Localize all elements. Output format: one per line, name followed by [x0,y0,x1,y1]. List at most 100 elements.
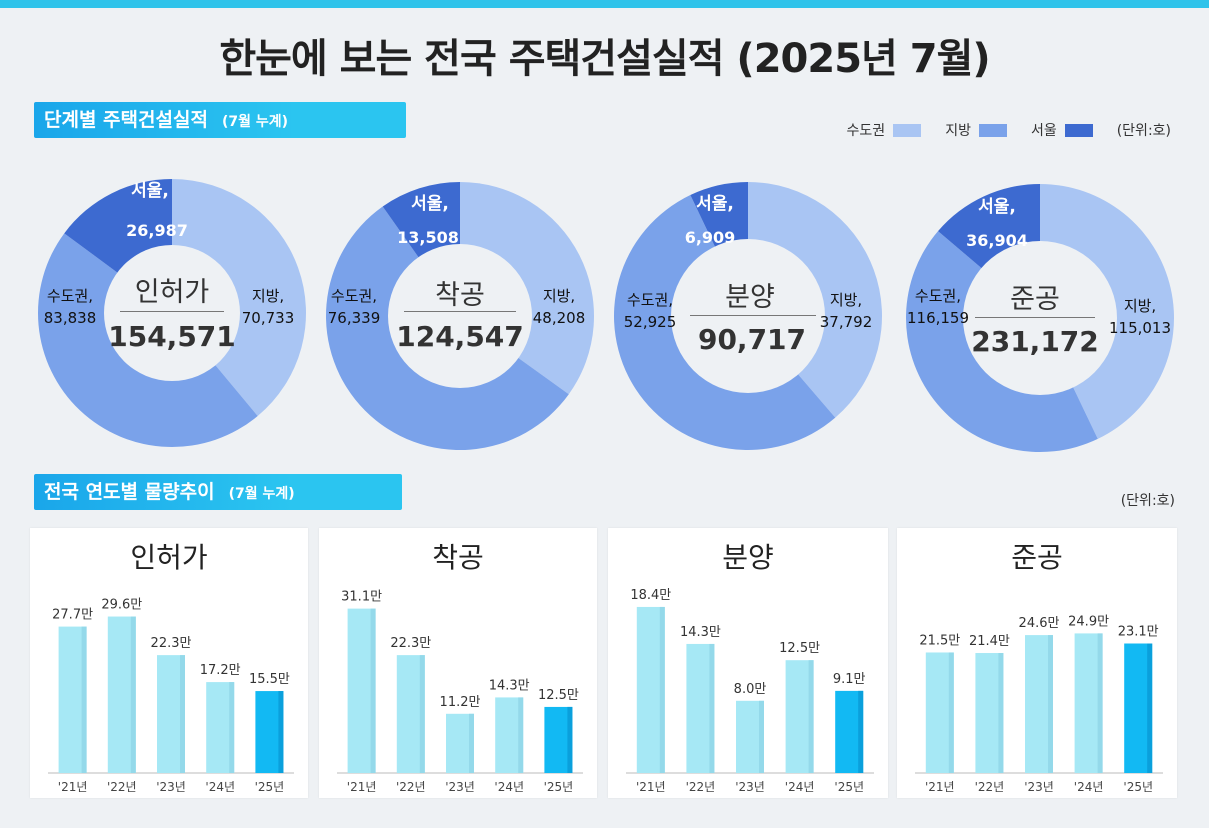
donut-1-metro-value: 83,838 [43,309,97,327]
bar-3-category-label: '23년 [156,780,186,794]
donut-charts [37,179,1174,452]
bar-2-category-label: '22년 [975,780,1005,794]
bar-5-value-label: 12.5만 [538,688,579,703]
donut-4-center-title: 준공 [1010,284,1060,315]
donut-1-seoul-value: 26,987 [126,221,188,240]
bar-1-value-label: 18.4만 [630,588,671,603]
section-banner-stages: 단계별 주택건설실적 (7월 누계) [34,102,406,138]
legend-swatch-region [978,123,1007,137]
bar-2-shade [419,655,425,773]
donut-1-center-divider [120,311,224,312]
bar-3-shade [469,713,474,773]
donut-1-hole [104,245,240,381]
bar-3-category-label: '23년 [1024,780,1054,794]
bar-5-category-label: '25년 [544,780,574,794]
donut-4-metro-label: 수도권, [914,287,962,305]
bar-3-value-label: 11.2만 [440,695,481,710]
bar-5-value-label: 9.1만 [833,672,866,687]
top-accent-line [0,0,1209,8]
donut-4-region-value: 115,013 [1108,319,1172,337]
donut-1-slice-region [172,179,307,417]
donut-4-region-label: 지방, [1123,297,1157,315]
bar-panel-starts: 착공 31.1만 '21년 22.3만 '22년 11.2만 '23년 14.3만 '24년 1… [319,528,597,798]
bar-panel-title: 준공 [1011,541,1063,574]
donut-4-metro-value: 116,159 [906,309,970,327]
donut-3-metro-label: 수도권, [626,291,674,309]
section-subtitle: (7월 누계) [221,114,288,130]
bar-1-category-label: '21년 [347,780,377,794]
donut-1-metro-label: 수도권, [46,287,94,305]
bar-1-value-label: 31.1만 [341,590,382,605]
bar-2-value-label: 22.3만 [390,636,431,651]
bar-4-category-label: '24년 [494,780,524,794]
donut-2-metro-value: 76,339 [327,309,381,327]
donut-1-center-title: 인허가 [134,277,210,308]
bar-1-category-label: '21년 [636,780,666,794]
bar-4-category-label: '24년 [785,780,815,794]
section-banner-yearly: 전국 연도별 물량추이 (7월 누계) [34,474,402,510]
section-subtitle: (7월 누계) [228,486,295,502]
bar-1-value-label: 21.5만 [919,633,960,648]
legend-label-metro: 수도권 [846,123,886,139]
donut-1-center-total: 154,571 [108,320,236,353]
donut-1-region-value: 70,733 [241,309,295,327]
unit-note-yearly: (단위:호) [1120,493,1175,509]
bar-2-value-label: 21.4만 [969,634,1010,649]
bar-3-value-label: 22.3만 [151,636,192,651]
bar-4-category-label: '24년 [205,780,235,794]
section-title: 전국 연도별 물량추이 [44,481,215,503]
bar-5-shade [858,690,864,773]
legend-swatch-metro [893,123,922,137]
legend-swatch-seoul [1064,123,1093,137]
bar-5-shade [1147,643,1153,773]
donut-3-seoul-value: 6,909 [684,228,736,247]
donut-2-slice-region [460,182,594,395]
bar-3-value-label: 24.6만 [1019,616,1060,631]
bar-1-category-label: '21년 [925,780,955,794]
bar-5-shade [278,691,284,773]
bar-panel-title: 인허가 [130,541,208,574]
bar-3-category-label: '23년 [735,780,765,794]
section-title: 단계별 주택건설실적 [44,109,208,131]
donut-3-metro-value: 52,925 [623,313,677,331]
bar-4-shade [518,697,524,773]
bar-2-category-label: '22년 [107,780,137,794]
bar-3-shade [180,655,185,773]
bar-chart-permits: 27.7만 '21년 29.6만 '22년 22.3만 '23년 17.2만 '24년 15.5… [48,598,294,794]
unit-note: (단위:호) [1116,123,1171,139]
bar-panel-sales: 분양 18.4만 '21년 14.3만 '22년 8.0만 '23년 12.5만 '24년 9.… [608,528,888,798]
donut-1-region-label: 지방, [251,287,285,305]
bar-panel-title: 착공 [432,541,484,574]
donut-3-region-label: 지방, [829,291,863,309]
bar-1-category-label: '21년 [58,780,88,794]
donut-3-region-value: 37,792 [819,313,873,331]
bar-1-shade [948,652,954,773]
donut-4-seoul-value: 36,904 [966,231,1028,250]
bar-1-shade [81,626,87,773]
bar-2-value-label: 29.6만 [101,598,142,613]
donut-2-region-label: 지방, [542,287,576,305]
bar-3-category-label: '23년 [445,780,475,794]
legend-label-region: 지방 [945,123,971,139]
legend-label-seoul: 서울 [1030,123,1057,139]
bar-3-shade [1048,635,1053,773]
bar-4-value-label: 12.5만 [779,641,820,656]
donut-2-center-title: 착공 [435,280,485,311]
bar-panel-completions: 준공 21.5만 '21년 21.4만 '22년 24.6만 '23년 24.9만 '24년 2… [897,528,1177,798]
donut-4-hole [963,241,1117,395]
bar-5-category-label: '25년 [255,780,285,794]
bar-1-shade [370,608,376,773]
bar-4-shade [808,660,814,773]
bar-2-category-label: '22년 [686,780,716,794]
donut-2-metro-label: 수도권, [330,287,378,305]
donut-2-hole [388,244,532,388]
donut-3-hole [671,239,825,393]
donut-3-seoul-label: 서울, [696,194,734,214]
bar-4-value-label: 24.9만 [1068,614,1109,629]
bar-4-category-label: '24년 [1074,780,1104,794]
bar-2-value-label: 14.3만 [680,625,721,640]
bar-5-category-label: '25년 [1123,780,1153,794]
bar-3-value-label: 8.0만 [734,682,767,697]
bar-5-shade [567,706,573,773]
bar-1-value-label: 27.7만 [52,608,93,623]
